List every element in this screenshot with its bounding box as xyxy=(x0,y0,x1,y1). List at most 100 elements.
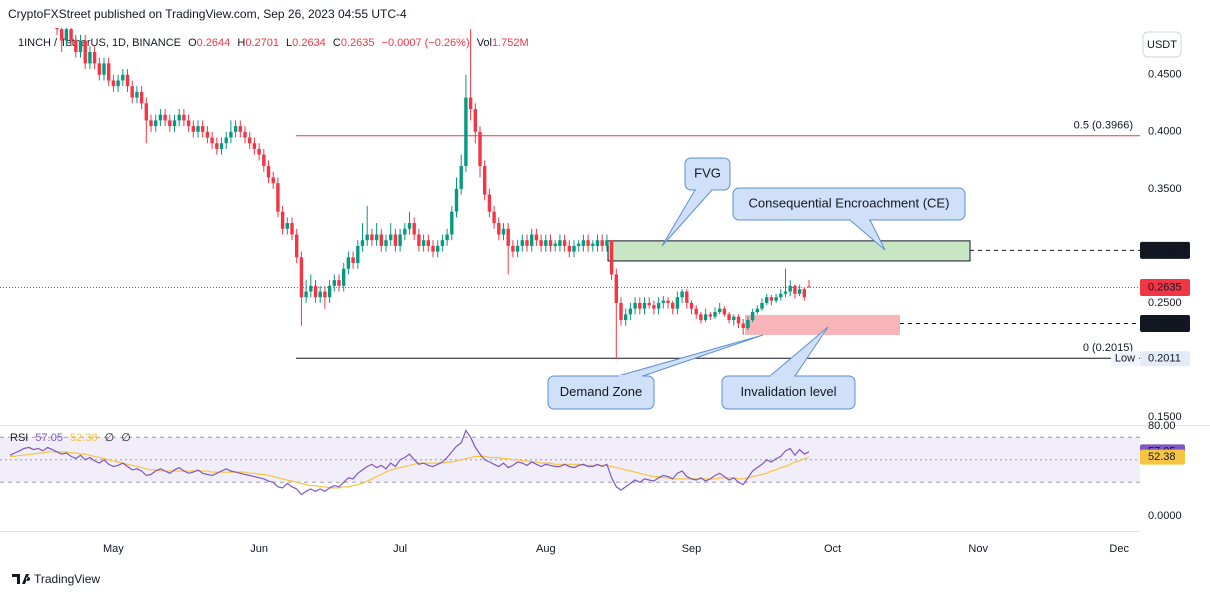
candle-body xyxy=(609,240,614,275)
candle-body xyxy=(788,285,792,292)
candle-body xyxy=(182,114,186,121)
ohlc-label: O xyxy=(188,37,197,49)
x-tick-label: Sep xyxy=(682,543,702,555)
candle-body xyxy=(313,285,318,298)
published-line: CryptoFXStreet published on TradingView.… xyxy=(8,7,407,21)
candle-body xyxy=(224,137,228,144)
candle-body xyxy=(600,240,604,246)
candle-body xyxy=(248,137,252,144)
candle-body xyxy=(746,320,750,329)
x-tick-label: Nov xyxy=(968,543,988,555)
candle-body xyxy=(741,323,745,329)
rsi-ma-value: 52.38 xyxy=(70,432,98,444)
candle-body xyxy=(60,29,64,41)
candle-body xyxy=(595,240,600,246)
candle-body xyxy=(661,300,665,303)
ohlc-value: 0.2701 xyxy=(245,37,279,49)
candle-body xyxy=(215,143,219,149)
candle-body xyxy=(722,308,727,315)
x-tick-label: Oct xyxy=(824,543,841,555)
candle-body xyxy=(205,131,210,138)
candle-body xyxy=(107,63,111,81)
candle-body xyxy=(233,126,238,132)
fib-label: 0 (0.2015) xyxy=(1083,342,1133,354)
rsi-line xyxy=(9,429,810,496)
change: −0.0007 (−0.26%) xyxy=(382,37,470,49)
candle-body xyxy=(534,234,539,241)
candle-body xyxy=(511,245,515,252)
candle-body xyxy=(384,240,388,246)
candle-body xyxy=(520,240,524,246)
x-tick-label: Dec xyxy=(1109,543,1129,555)
candle-body xyxy=(454,188,459,212)
candle-body xyxy=(464,97,468,167)
candle-body xyxy=(318,291,322,298)
candle-body xyxy=(229,131,233,138)
candle-body xyxy=(445,234,449,241)
candle-body xyxy=(501,228,506,235)
candle-body xyxy=(553,243,557,246)
candle-body xyxy=(238,126,242,132)
candle-body xyxy=(116,80,120,87)
candle-body xyxy=(276,183,280,212)
candle-body xyxy=(577,243,581,246)
candle-body xyxy=(323,291,327,298)
zone xyxy=(745,314,900,335)
candle-body xyxy=(69,29,73,41)
candle-body xyxy=(638,302,642,309)
candle-body xyxy=(605,240,609,246)
price-pane: 0.5 (0.3966) 0 (0.2015) xyxy=(0,28,1140,359)
candle-body xyxy=(393,234,398,246)
currency[interactable]: USDT xyxy=(1147,39,1177,51)
y-tick-label: 0.2500 xyxy=(1148,297,1182,309)
candle-body xyxy=(689,302,694,309)
low-value: 0.2011 xyxy=(1148,353,1181,365)
ohlc-label: H xyxy=(237,37,245,49)
rsi-legend: RSI 57.05 52.38 ∅ ∅ xyxy=(10,432,131,444)
candle-body xyxy=(125,74,130,87)
price-tag xyxy=(1140,279,1190,297)
candle-body xyxy=(398,234,402,246)
ohlc-value: 0.2644 xyxy=(197,37,231,49)
y-tick-label: 0.3500 xyxy=(1148,183,1182,195)
candle-body xyxy=(337,280,341,286)
candle-body xyxy=(675,297,680,309)
candle-body xyxy=(295,234,299,258)
candle-body xyxy=(765,297,769,303)
candle-body xyxy=(548,240,553,246)
candle-body xyxy=(172,120,177,127)
candle-body xyxy=(201,126,205,132)
candle-body xyxy=(506,228,510,246)
candle-body xyxy=(727,314,731,321)
candle-body xyxy=(290,223,294,235)
candle-body xyxy=(713,312,717,317)
rsi-pane xyxy=(0,429,1140,496)
candle-body xyxy=(309,285,313,292)
candle-body xyxy=(266,166,271,178)
candle-body xyxy=(88,51,92,64)
candle-body xyxy=(468,97,473,109)
candle-body xyxy=(793,285,797,294)
candle-body xyxy=(426,240,430,246)
candle-body xyxy=(718,308,722,313)
candle-body xyxy=(365,234,369,241)
candle-body xyxy=(459,166,463,189)
candle-body xyxy=(191,126,195,132)
rsi-tag xyxy=(1140,449,1185,465)
candle-body xyxy=(736,316,741,324)
low-box xyxy=(1111,351,1139,367)
candle-body xyxy=(525,240,529,246)
currency-button[interactable] xyxy=(1142,31,1182,58)
candle-body xyxy=(285,223,289,229)
candle-body xyxy=(351,257,355,264)
callout-label: Invalidation level xyxy=(740,384,836,399)
candle-body xyxy=(515,245,520,252)
candle-body xyxy=(243,131,247,138)
candle-body xyxy=(487,194,492,212)
candle-body xyxy=(530,234,534,246)
candle-body xyxy=(558,240,562,246)
candle-body xyxy=(299,257,304,298)
candle-body xyxy=(139,91,144,104)
